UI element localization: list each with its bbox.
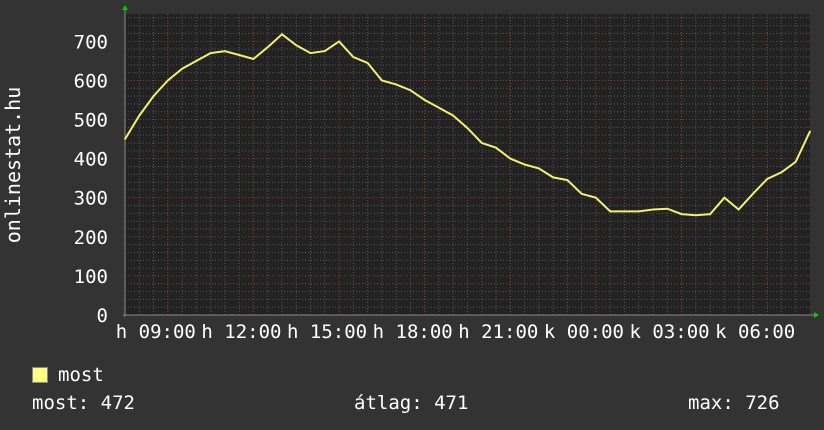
data-point <box>552 176 554 179</box>
data-point <box>538 167 540 170</box>
x-tick-label: h 21:00 <box>458 321 538 343</box>
data-point <box>423 99 426 101</box>
legend-swatch <box>32 367 48 383</box>
data-point <box>252 58 255 60</box>
data-point <box>566 179 569 181</box>
data-point <box>295 44 298 47</box>
data-point <box>480 142 483 144</box>
data-point <box>794 160 797 163</box>
x-tick-label: h 12:00 <box>201 321 281 343</box>
data-point <box>766 178 768 180</box>
data-point <box>381 79 383 82</box>
data-point <box>309 52 312 54</box>
data-point <box>395 83 397 86</box>
data-point <box>323 50 326 52</box>
data-point <box>238 54 240 56</box>
y-tick-label: 600 <box>74 70 108 92</box>
y-tick-label: 0 <box>97 305 108 327</box>
data-point <box>609 210 612 213</box>
data-point <box>495 146 497 149</box>
data-point <box>181 67 183 70</box>
legend-label: most <box>58 364 104 386</box>
y-tick-label: 300 <box>74 188 108 210</box>
line-chart: 0 100 200 300 400 500 600 700 h 09:00 h 12:00 h 15… <box>1 5 819 343</box>
data-point <box>138 114 141 117</box>
data-point <box>167 79 169 82</box>
data-point <box>723 196 726 199</box>
x-tick-label: h 09:00 <box>116 321 196 343</box>
y-tick-label: 500 <box>74 110 108 132</box>
data-point <box>366 62 369 64</box>
data-point <box>780 171 783 174</box>
y-tick-label: 400 <box>74 149 108 171</box>
data-point <box>466 127 469 129</box>
data-point <box>709 213 711 215</box>
data-point <box>695 214 697 217</box>
data-point <box>266 46 269 49</box>
stat-current: most: 472 <box>32 392 135 414</box>
y-tick-label: 200 <box>74 227 108 249</box>
data-point <box>523 163 526 166</box>
data-point <box>124 138 126 140</box>
data-point <box>195 60 198 62</box>
data-point <box>623 210 626 213</box>
data-point <box>152 95 155 97</box>
data-point <box>209 52 212 54</box>
x-tick-label: k 06:00 <box>715 321 795 343</box>
data-point <box>680 213 683 215</box>
data-point <box>666 207 669 210</box>
data-point <box>637 210 640 213</box>
y-axis-arrow <box>122 5 128 10</box>
stat-max: max: 726 <box>688 392 780 414</box>
data-point <box>338 40 340 43</box>
y-tick-label: 700 <box>74 31 108 53</box>
data-point <box>509 157 512 160</box>
data-point <box>652 208 654 211</box>
data-point <box>409 89 412 92</box>
data-point <box>752 193 754 195</box>
y-axis-label: onlinestat.hu <box>1 87 25 244</box>
data-point <box>452 114 455 117</box>
data-point <box>438 107 440 109</box>
x-tick-label: h 18:00 <box>373 321 453 343</box>
stat-average: átlag: 471 <box>354 392 469 414</box>
data-point <box>580 193 583 195</box>
x-axis-arrow <box>814 312 819 318</box>
data-point <box>595 196 597 199</box>
data-point <box>809 130 811 133</box>
data-point <box>352 56 355 58</box>
x-tick-label: h 15:00 <box>287 321 367 343</box>
data-point <box>281 33 283 36</box>
x-tick-label: k 03:00 <box>630 321 710 343</box>
data-point <box>737 208 740 211</box>
y-tick-label: 100 <box>74 266 108 288</box>
x-tick-label: k 00:00 <box>544 321 624 343</box>
legend: most <box>32 364 104 386</box>
data-point <box>224 50 226 52</box>
